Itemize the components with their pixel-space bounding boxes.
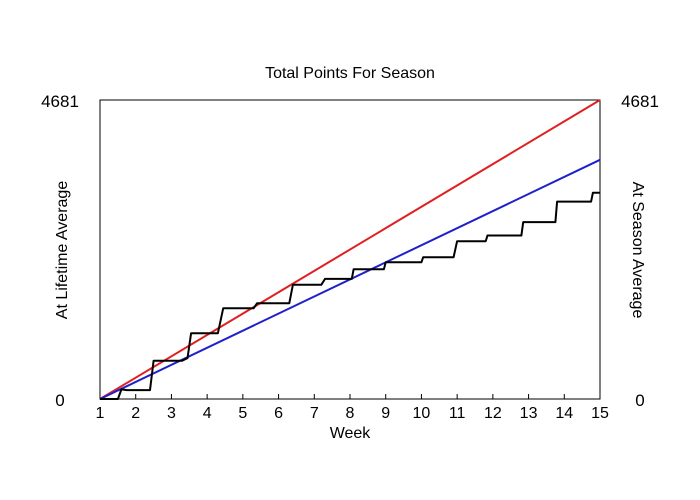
- y-right-min-label: 0: [635, 391, 644, 410]
- x-tick-label: 1: [96, 405, 105, 422]
- y-axis-right-label: At Season Average: [629, 182, 646, 319]
- y-right-max-label: 4681: [621, 92, 659, 111]
- y-axis-left-label: At Lifetime Average: [54, 181, 71, 320]
- x-tick-label: 8: [346, 405, 355, 422]
- x-tick-label: 2: [131, 405, 140, 422]
- chart-title: Total Points For Season: [265, 65, 435, 82]
- y-left-max-label: 4681: [41, 92, 79, 111]
- x-tick-label: 15: [591, 405, 609, 422]
- actual-series-line: [100, 191, 600, 400]
- x-tick-label: 7: [310, 405, 319, 422]
- x-tick-label: 11: [449, 405, 466, 422]
- x-tick-label: 10: [413, 405, 431, 422]
- x-tick-label: 12: [484, 405, 502, 422]
- season-series-line: [99, 99, 601, 400]
- x-tick-label: 6: [274, 405, 283, 422]
- x-axis-label: Week: [330, 425, 372, 442]
- y-left-min-label: 0: [55, 391, 64, 410]
- x-tick-label: 4: [203, 405, 212, 422]
- x-tick-label: 14: [555, 405, 573, 422]
- x-tick-label: 13: [520, 405, 538, 422]
- x-axis-ticks: 1 2 3 4 5 6 7 8 9 10 11 12 13 14 15: [96, 394, 609, 422]
- series-layer: [99, 99, 601, 400]
- x-tick-label: 5: [238, 405, 247, 422]
- x-tick-label: 3: [167, 405, 176, 422]
- x-tick-label: 9: [381, 405, 390, 422]
